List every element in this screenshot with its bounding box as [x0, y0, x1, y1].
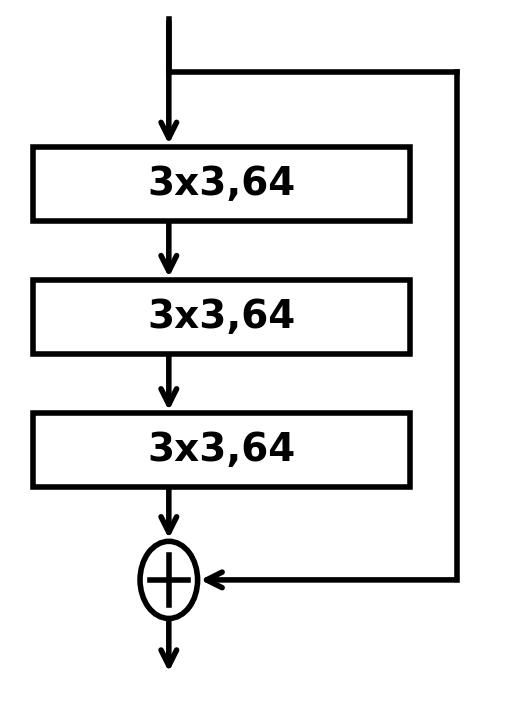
- Circle shape: [140, 541, 198, 619]
- Text: 3x3,64: 3x3,64: [147, 165, 295, 203]
- Text: 3x3,64: 3x3,64: [147, 298, 295, 336]
- Text: 3x3,64: 3x3,64: [147, 431, 295, 469]
- Bar: [33, 413, 410, 487]
- Bar: [33, 147, 410, 220]
- Bar: [33, 280, 410, 353]
